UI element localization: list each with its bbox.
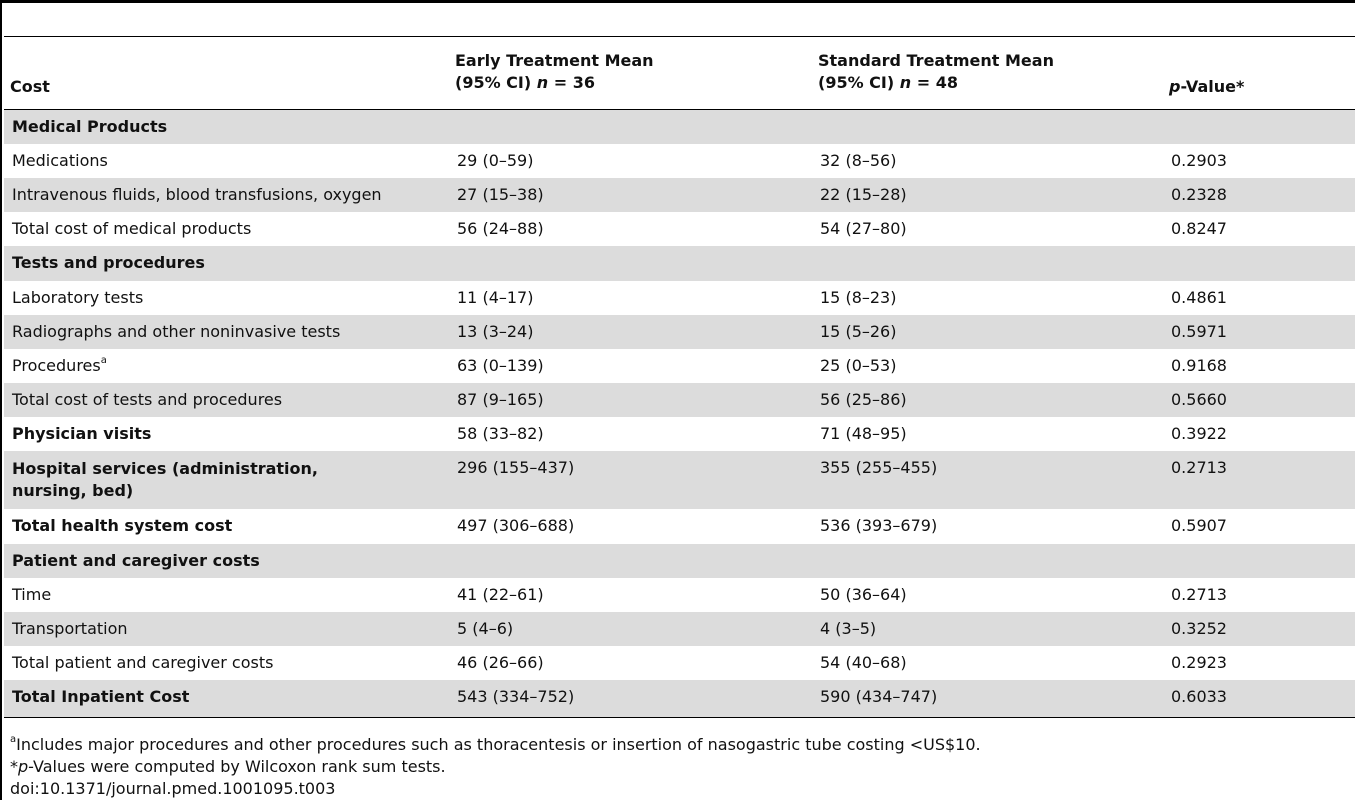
row-label: Total health system cost — [12, 516, 233, 535]
row-label: Patient and caregiver costs — [12, 551, 260, 570]
table-row: Total health system cost 497 (306–688) 5… — [4, 509, 1355, 544]
table-row: Radiographs and other noninvasive tests … — [4, 315, 1355, 349]
footnote-p-values: *p-Values were computed by Wilcoxon rank… — [10, 757, 446, 776]
table-row: Intravenous fluids, blood transfusions, … — [4, 178, 1355, 212]
row-label: Tests and procedures — [12, 253, 205, 272]
row-early: 27 (15–38) — [457, 185, 544, 204]
row-early: 5 (4–6) — [457, 619, 514, 638]
header-early-line1: Early Treatment Mean — [455, 51, 654, 70]
row-label: Total patient and caregiver costs — [12, 653, 274, 672]
row-standard: 22 (15–28) — [820, 185, 907, 204]
row-label: Medications — [12, 151, 108, 170]
header-standard-treatment: Standard Treatment Mean (95% CI) n = 48 — [818, 50, 1054, 94]
row-standard: 590 (434–747) — [820, 687, 938, 706]
table-row: Total patient and caregiver costs 46 (26… — [4, 646, 1355, 680]
header-standard-line2: (95% CI) n = 48 — [818, 73, 958, 92]
row-p: 0.2923 — [1171, 653, 1227, 672]
row-early: 56 (24–88) — [457, 219, 544, 238]
row-early: 543 (334–752) — [457, 687, 575, 706]
row-label: Radiographs and other noninvasive tests — [12, 322, 341, 341]
row-early: 58 (33–82) — [457, 424, 544, 443]
row-label: Hospital services (administration, nursi… — [12, 459, 318, 500]
row-standard: 71 (48–95) — [820, 424, 907, 443]
row-label: Transportation — [12, 619, 128, 638]
row-p: 0.3922 — [1171, 424, 1227, 443]
row-early: 29 (0–59) — [457, 151, 534, 170]
table-row: Medications 29 (0–59) 32 (8–56) 0.2903 — [4, 144, 1355, 178]
header-bottom-rule — [4, 109, 1355, 110]
table-row: Time 41 (22–61) 50 (36–64) 0.2713 — [4, 578, 1355, 612]
row-standard: 54 (27–80) — [820, 219, 907, 238]
header-early-treatment: Early Treatment Mean (95% CI) n = 36 — [455, 50, 654, 94]
row-early: 13 (3–24) — [457, 322, 534, 341]
row-p: 0.6033 — [1171, 687, 1227, 706]
row-label: Total cost of medical products — [12, 219, 252, 238]
table-row: Laboratory tests 11 (4–17) 15 (8–23) 0.4… — [4, 281, 1355, 315]
row-label: Proceduresa — [12, 354, 107, 375]
row-early: 87 (9–165) — [457, 390, 544, 409]
row-early: 11 (4–17) — [457, 288, 534, 307]
row-p: 0.5907 — [1171, 516, 1227, 535]
row-standard: 4 (3–5) — [820, 619, 877, 638]
row-standard: 355 (255–455) — [820, 458, 938, 477]
table-row: Physician visits 58 (33–82) 71 (48–95) 0… — [4, 417, 1355, 451]
row-label: Medical Products — [12, 117, 168, 136]
row-p: 0.4861 — [1171, 288, 1227, 307]
table-row: Proceduresa 63 (0–139) 25 (0–53) 0.9168 — [4, 349, 1355, 383]
row-label: Time — [12, 585, 52, 604]
row-p: 0.5971 — [1171, 322, 1227, 341]
row-early: 46 (26–66) — [457, 653, 544, 672]
table-row: Medical Products — [4, 110, 1355, 144]
row-label: Physician visits — [12, 424, 152, 443]
table-row: Total cost of medical products 56 (24–88… — [4, 212, 1355, 246]
row-early: 63 (0–139) — [457, 356, 544, 375]
row-p: 0.3252 — [1171, 619, 1227, 638]
row-early: 296 (155–437) — [457, 458, 575, 477]
row-p: 0.2713 — [1171, 458, 1227, 477]
header-standard-line1: Standard Treatment Mean — [818, 51, 1054, 70]
row-early: 41 (22–61) — [457, 585, 544, 604]
table-row: Patient and caregiver costs — [4, 544, 1355, 578]
table-bottom-rule — [4, 717, 1355, 718]
table-row: Total cost of tests and procedures 87 (9… — [4, 383, 1355, 417]
row-standard: 32 (8–56) — [820, 151, 897, 170]
row-label: Laboratory tests — [12, 288, 144, 307]
table-row: Hospital services (administration, nursi… — [4, 451, 1355, 509]
header-cost: Cost — [10, 77, 50, 96]
row-standard: 50 (36–64) — [820, 585, 907, 604]
header-p-value: p-Value* — [1169, 77, 1245, 96]
table-row: Total Inpatient Cost 543 (334–752) 590 (… — [4, 680, 1355, 717]
footnote-marker-a: a — [100, 354, 107, 366]
row-p: 0.2328 — [1171, 185, 1227, 204]
row-label: Total cost of tests and procedures — [12, 390, 283, 409]
doi-text: doi:10.1371/journal.pmed.1001095.t003 — [10, 779, 336, 798]
row-p: 0.2713 — [1171, 585, 1227, 604]
row-standard: 56 (25–86) — [820, 390, 907, 409]
row-standard: 15 (8–23) — [820, 288, 897, 307]
header-early-line2: (95% CI) n = 36 — [455, 73, 595, 92]
row-standard: 25 (0–53) — [820, 356, 897, 375]
row-p: 0.8247 — [1171, 219, 1227, 238]
row-p: 0.9168 — [1171, 356, 1227, 375]
row-label: Total Inpatient Cost — [12, 687, 190, 706]
table-row: Tests and procedures — [4, 246, 1355, 281]
table-row: Transportation 5 (4–6) 4 (3–5) 0.3252 — [4, 612, 1355, 646]
row-p: 0.5660 — [1171, 390, 1227, 409]
row-p: 0.2903 — [1171, 151, 1227, 170]
row-standard: 54 (40–68) — [820, 653, 907, 672]
row-label: Intravenous fluids, blood transfusions, … — [12, 185, 382, 204]
row-early: 497 (306–688) — [457, 516, 575, 535]
footnote-a: aIncludes major procedures and other pro… — [10, 733, 981, 754]
header-top-rule — [4, 36, 1355, 37]
row-standard: 15 (5–26) — [820, 322, 897, 341]
row-standard: 536 (393–679) — [820, 516, 938, 535]
